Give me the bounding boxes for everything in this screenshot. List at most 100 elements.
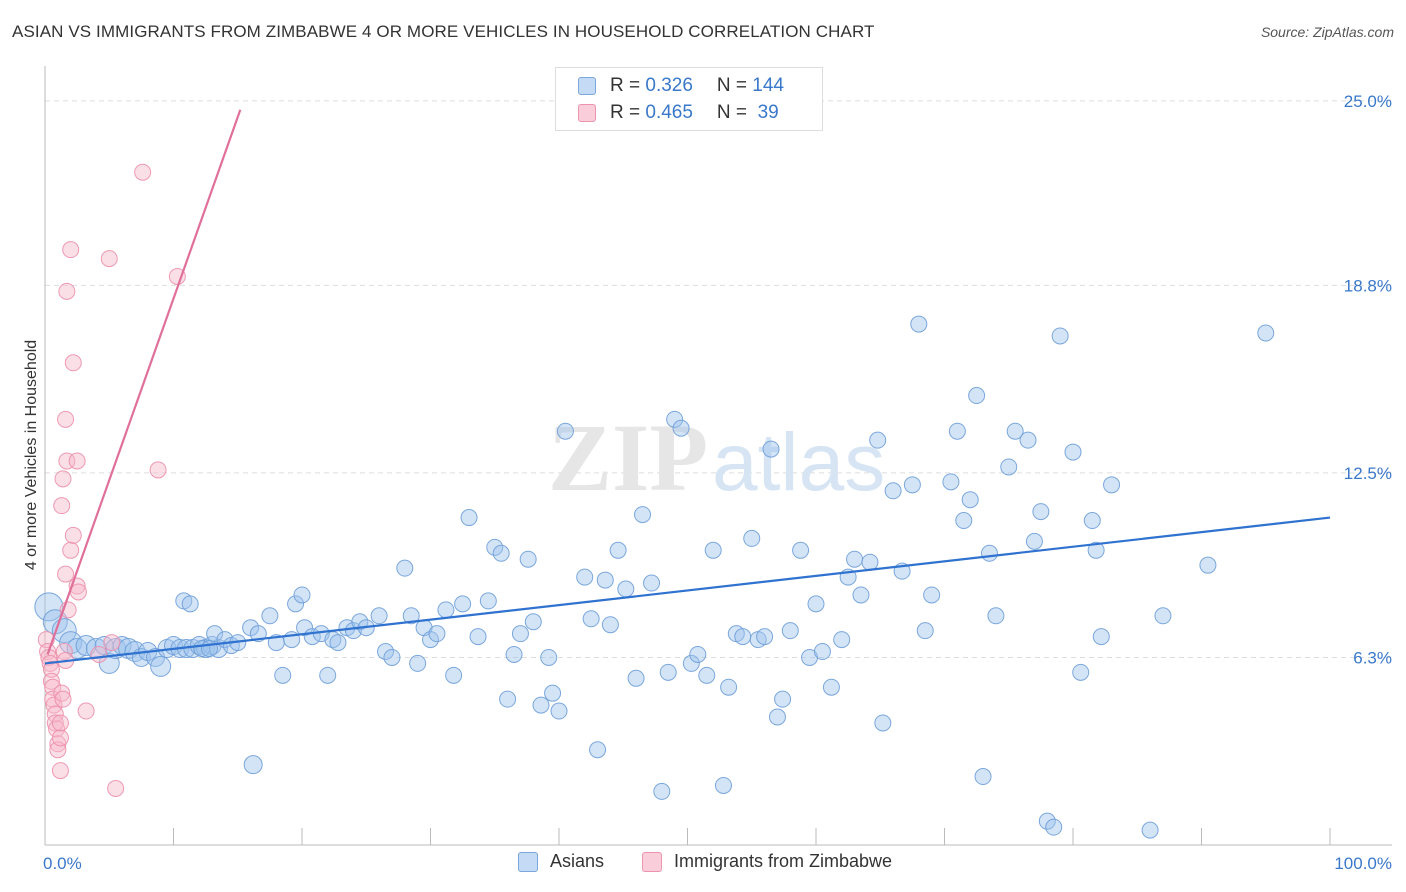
data-point [589, 741, 607, 759]
data-point [206, 625, 224, 643]
data-point [42, 672, 60, 690]
data-point [1006, 422, 1024, 440]
stats-legend: R = 0.326 N = 144 R = 0.465 N = 39 [555, 67, 823, 131]
data-point [743, 529, 761, 547]
series-asians [34, 315, 1275, 839]
data-point [861, 553, 879, 571]
data-point [454, 595, 472, 613]
data-point [54, 470, 72, 488]
data-point [672, 419, 690, 437]
data-point [852, 586, 870, 604]
data-point [1072, 663, 1090, 681]
data-point [396, 559, 414, 577]
data-point [90, 645, 108, 663]
data-point [544, 684, 562, 702]
data-point [1064, 443, 1082, 461]
data-point [923, 586, 941, 604]
watermark-zip: ZIP [548, 404, 708, 511]
data-point [53, 497, 71, 515]
data-point [550, 702, 568, 720]
data-point [383, 648, 401, 666]
legend-label-zimbabwe: Immigrants from Zimbabwe [674, 851, 893, 871]
data-point [492, 544, 510, 562]
data-point [511, 625, 529, 643]
data-point [51, 714, 69, 732]
legend-r-label: R = [610, 75, 646, 96]
x-tick-labels: 0.0% 100.0% [43, 854, 1392, 873]
data-point [54, 690, 72, 708]
data-point [807, 595, 825, 613]
data-point [1141, 821, 1159, 839]
data-point [46, 714, 64, 732]
data-point [846, 550, 864, 568]
data-point [540, 648, 558, 666]
data-point [1103, 476, 1121, 494]
data-point [576, 568, 594, 586]
data-point [319, 666, 337, 684]
data-point [903, 476, 921, 494]
data-point [627, 669, 645, 687]
watermark-atlas: atlas [712, 417, 885, 508]
data-point [714, 776, 732, 794]
data-point [351, 613, 369, 631]
data-point [58, 452, 76, 470]
legend-item-asians[interactable]: Asians [518, 851, 604, 872]
y-tick-labels: 6.3% 12.5% 18.8% 25.0% [1344, 92, 1392, 668]
data-point [53, 684, 71, 702]
chart-title: ASIAN VS IMMIGRANTS FROM ZIMBABWE 4 OR M… [12, 22, 875, 41]
data-point [428, 625, 446, 643]
data-point [505, 645, 523, 663]
data-point [734, 628, 752, 646]
data-point [44, 690, 62, 708]
data-point [1025, 532, 1043, 550]
data-point [68, 452, 86, 470]
data-point [609, 541, 627, 559]
data-point [1257, 324, 1275, 342]
data-point [792, 541, 810, 559]
x-tick-label-0: 0.0% [43, 854, 82, 873]
y-tick-label-0: 6.3% [1353, 648, 1392, 667]
legend-swatch-asians [578, 77, 596, 95]
legend-label-asians: Asians [550, 851, 605, 871]
data-point [422, 631, 439, 649]
data-point [720, 678, 738, 696]
legend-r-label: R = [610, 102, 646, 123]
data-point [874, 714, 892, 732]
data-point [293, 586, 311, 604]
data-point [833, 631, 851, 649]
data-point [370, 607, 388, 625]
data-point [377, 643, 395, 661]
y-tick-label-2: 18.8% [1344, 276, 1392, 295]
data-point [1154, 607, 1172, 625]
data-point [1051, 327, 1069, 345]
data-point [524, 613, 542, 631]
data-point [556, 422, 574, 440]
data-point [1038, 812, 1056, 830]
data-point [1087, 541, 1105, 559]
y-tick-label-1: 12.5% [1344, 464, 1392, 483]
data-point [666, 410, 684, 428]
data-point [910, 315, 928, 333]
data-point [107, 779, 125, 797]
data-point [756, 628, 774, 646]
legend-item-zimbabwe[interactable]: Immigrants from Zimbabwe [642, 851, 892, 872]
data-point [499, 690, 517, 708]
data-point [150, 655, 172, 677]
y-tick-label-3: 25.0% [1344, 92, 1392, 111]
data-point [57, 410, 75, 428]
trend-lines [44, 109, 1331, 665]
data-point [968, 387, 986, 405]
legend-r-value: 0.326 [645, 75, 693, 96]
legend-n-value: 39 [752, 102, 779, 123]
data-point [55, 643, 73, 661]
data-point [344, 622, 362, 640]
data-point [243, 755, 263, 775]
data-point [634, 506, 652, 524]
data-point [134, 163, 152, 181]
data-point [582, 610, 600, 628]
series-legend: Asians Immigrants from Zimbabwe [0, 851, 1406, 877]
data-point [532, 696, 550, 714]
data-point [62, 241, 80, 259]
data-point [44, 678, 62, 696]
